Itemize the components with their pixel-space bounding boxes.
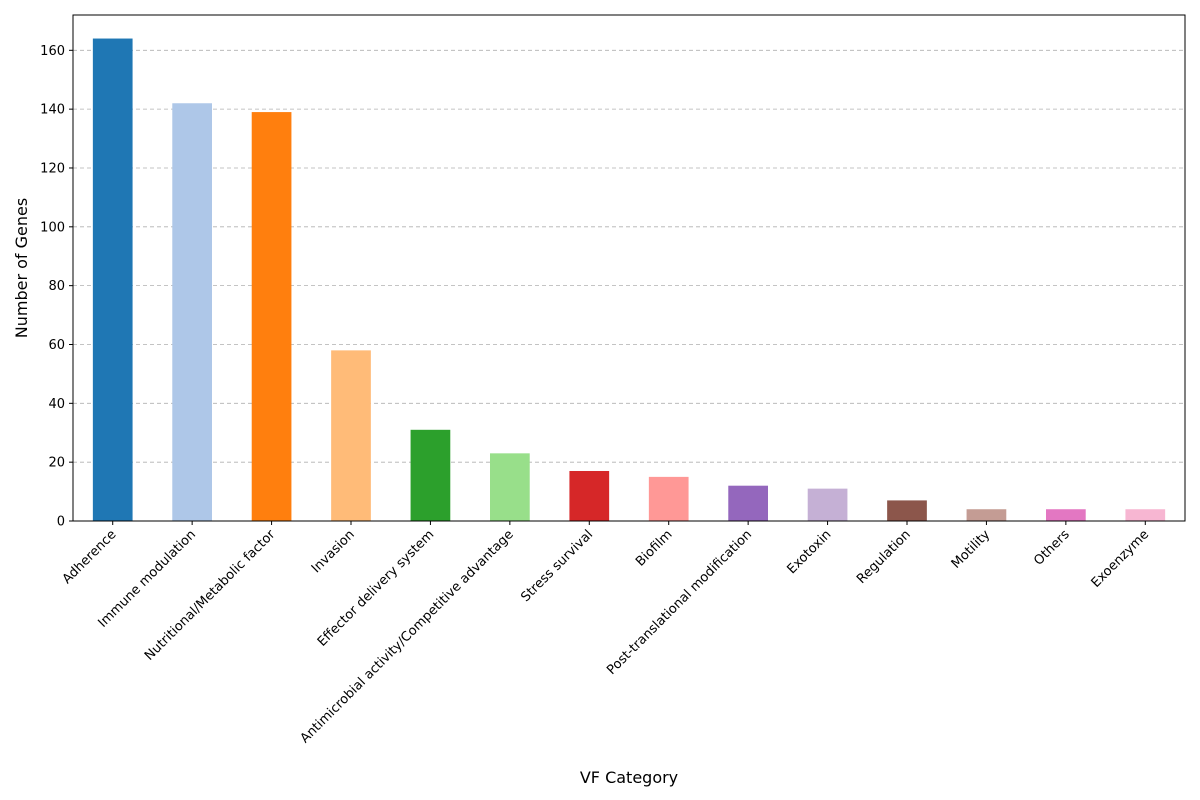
x-tick-label: Adherence (60, 527, 120, 587)
y-tick-label: 160 (40, 44, 65, 59)
bar (569, 470, 610, 521)
y-tick-label: 0 (57, 515, 65, 530)
y-axis-ticks: 0 20 40 60 80 100 120 140 160 (40, 44, 73, 530)
x-tick-label: Nutritional/Metabolic factor (142, 527, 279, 664)
bar (1046, 509, 1086, 521)
plot-frame (72, 14, 1186, 522)
x-tick-label: Biofilm (633, 527, 675, 569)
bar (887, 500, 927, 521)
bar (728, 485, 768, 521)
y-tick-label: 80 (48, 279, 65, 294)
y-tick-label: 20 (48, 456, 65, 471)
y-tick-label: 100 (40, 220, 65, 235)
y-tick-label: 120 (40, 161, 65, 176)
bar (331, 350, 371, 521)
x-tick-label: Invasion (309, 527, 358, 576)
bar (172, 103, 212, 522)
x-tick-label: Exoenzyme (1089, 527, 1153, 591)
bar (410, 429, 451, 521)
y-tick-label: 60 (48, 338, 65, 353)
y-axis-title: Number of Genes (12, 198, 31, 338)
x-tick-label: Post-translational modification (604, 527, 755, 678)
bar (1125, 509, 1166, 521)
x-tick-label: Exotoxin (784, 527, 834, 577)
bar (490, 453, 530, 521)
bar (807, 488, 848, 521)
bar (966, 509, 1007, 521)
y-tick-label: 40 (48, 397, 65, 412)
bar (648, 476, 689, 521)
bars (92, 38, 1166, 522)
y-tick-label: 140 (40, 103, 65, 118)
grid-lines (73, 49, 1185, 463)
x-tick-label: Motility (949, 527, 994, 572)
x-axis-title: VF Category (580, 768, 678, 787)
x-tick-label: Regulation (854, 527, 914, 587)
x-tick-label: Stress survival (518, 527, 596, 605)
x-tick-label: Others (1031, 527, 1073, 569)
bar (251, 112, 292, 522)
bar (92, 38, 133, 522)
